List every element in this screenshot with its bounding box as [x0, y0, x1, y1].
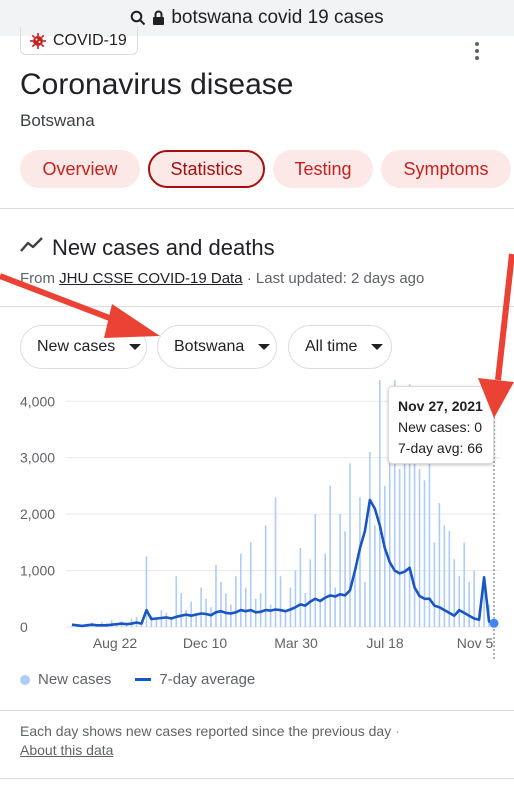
y-tick-label: 4,000 [20, 393, 55, 409]
metric-dropdown-value: New cases [37, 338, 116, 355]
lock-icon [153, 10, 165, 25]
url-text: botswana covid 19 cases [171, 7, 384, 28]
divider [0, 778, 514, 779]
tooltip-avg: 7-day avg: 66 [398, 440, 483, 456]
avg-line [71, 498, 495, 628]
caret-down-icon [371, 344, 384, 350]
tab-statistics[interactable]: Statistics [148, 150, 265, 188]
page-title: Coronavirus disease [20, 68, 294, 101]
caret-down-icon [129, 344, 142, 350]
x-tick-label: Jul 18 [366, 635, 404, 651]
about-data-link[interactable]: About this data [20, 742, 114, 758]
search-icon [131, 10, 146, 26]
tooltip-new-cases: New cases: 0 [398, 419, 483, 435]
x-tick-label: Dec 10 [183, 635, 228, 651]
tab-bar: Overview Statistics Testing Symptoms [20, 150, 511, 188]
x-tick-label: Aug 22 [93, 635, 138, 651]
chart-legend: New cases 7-day average [20, 671, 255, 688]
metric-dropdown[interactable]: New cases [20, 325, 147, 369]
legend-dot-icon [20, 674, 30, 685]
x-tick-label: Mar 30 [274, 635, 318, 651]
trending-icon [20, 237, 43, 252]
location-dropdown-value: Botswana [174, 338, 245, 355]
address-bar[interactable]: botswana covid 19 cases [0, 0, 514, 36]
location-dropdown[interactable]: Botswana [157, 325, 277, 369]
last-updated: · Last updated: 2 days ago [242, 270, 425, 287]
virus-icon [30, 32, 46, 49]
y-tick-label: 2,000 [20, 506, 55, 522]
legend-new-cases: New cases [38, 671, 112, 688]
section-title: New cases and deaths [52, 235, 275, 260]
y-tick-label: 1,000 [20, 563, 55, 579]
divider [0, 710, 514, 711]
covid-badge[interactable]: COVID-19 [20, 27, 138, 55]
cases-chart[interactable]: 0 1,000 2,000 3,000 4,000 Aug 22 Dec 10 Mar 30 J… [0, 380, 514, 660]
divider [0, 306, 514, 307]
page-subtitle: Botswana [20, 111, 95, 130]
range-dropdown[interactable]: All time [288, 325, 392, 369]
tooltip-date: Nov 27, 2021 [398, 398, 483, 414]
footnote: Each day shows new cases reported since … [20, 723, 400, 758]
tab-overview[interactable]: Overview [20, 150, 140, 188]
tab-symptoms[interactable]: Symptoms [381, 150, 511, 188]
source-prefix: From [20, 270, 60, 287]
more-options-icon[interactable] [466, 40, 488, 62]
footnote-text: Each day shows new cases reported since … [20, 723, 392, 739]
hover-point [489, 618, 499, 628]
x-tick-label: Nov 5 [457, 635, 494, 651]
y-tick-label: 3,000 [20, 450, 55, 466]
divider [0, 208, 514, 209]
caret-down-icon [258, 344, 271, 350]
range-dropdown-value: All time [305, 338, 358, 355]
covid-badge-label: COVID-19 [53, 31, 127, 49]
source-line: From JHU CSSE COVID-19 Data · Last updat… [20, 270, 424, 287]
chart-tooltip: Nov 27, 2021 New cases: 0 7-day avg: 66 [388, 386, 494, 464]
source-link[interactable]: JHU CSSE COVID-19 Data [59, 270, 243, 287]
legend-avg: 7-day average [159, 671, 256, 688]
legend-line-icon [135, 678, 152, 681]
tab-testing[interactable]: Testing [273, 150, 373, 188]
y-tick-label: 0 [20, 619, 28, 635]
